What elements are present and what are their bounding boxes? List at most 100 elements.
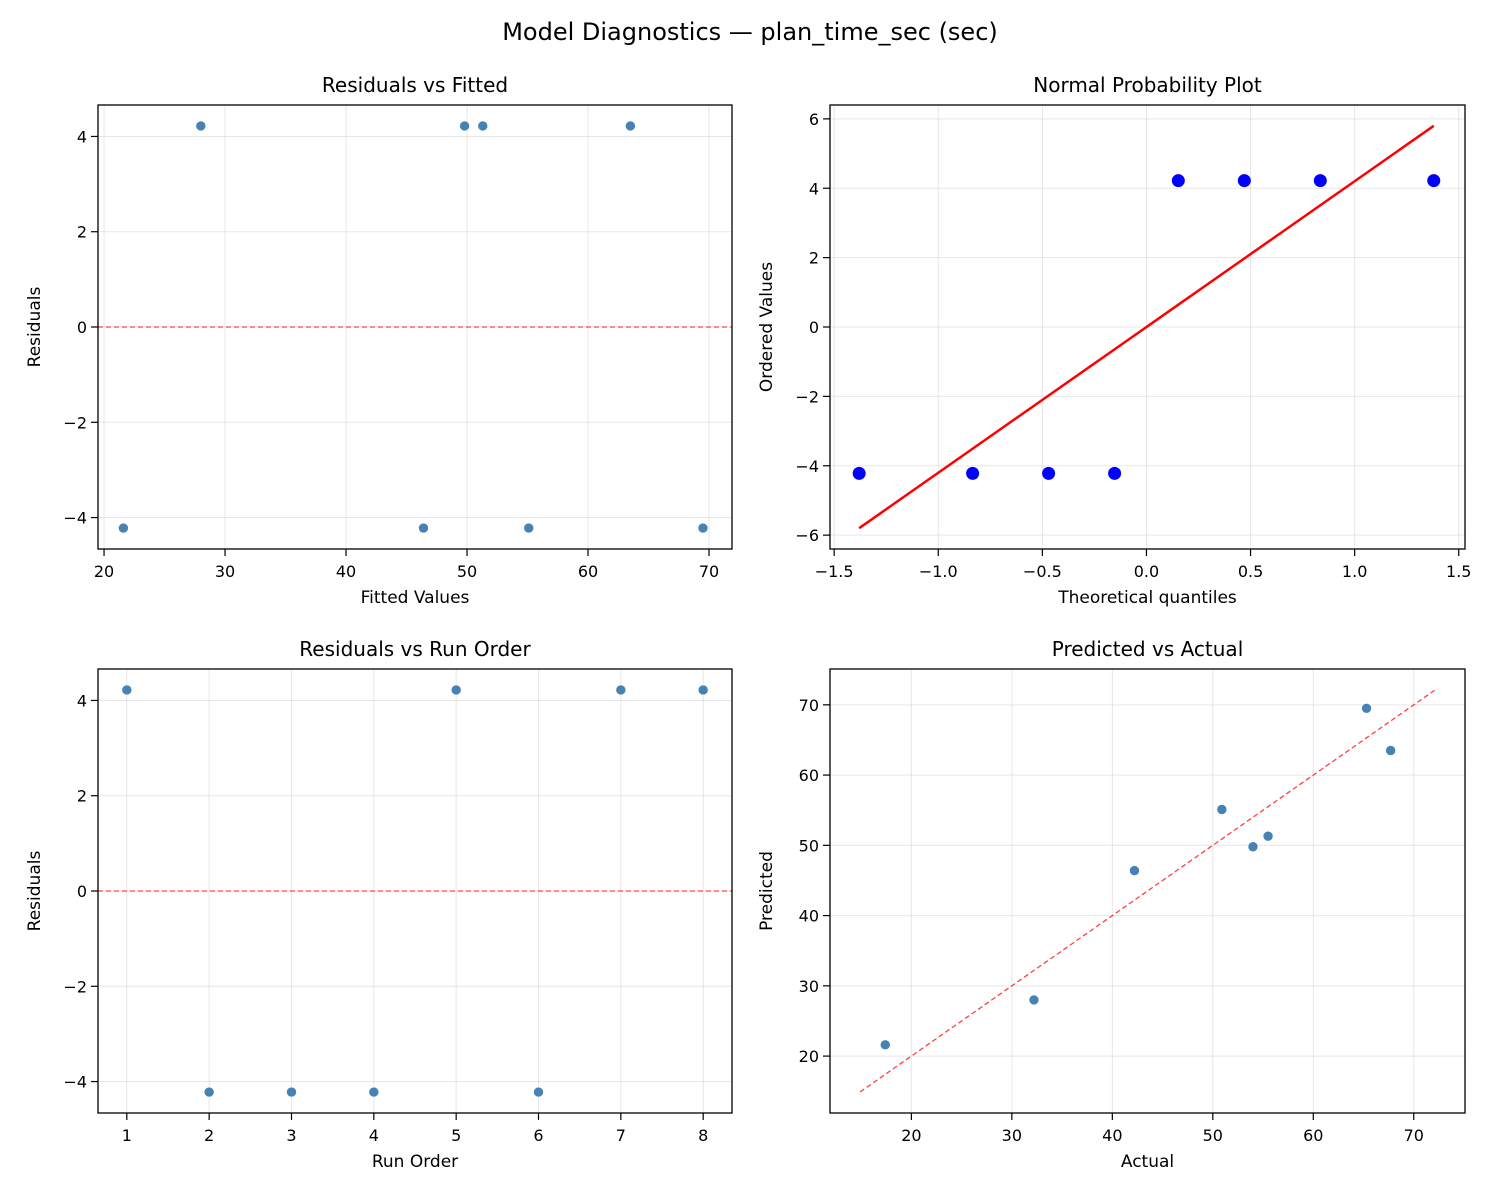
data-point <box>697 684 709 696</box>
data-point <box>121 684 133 696</box>
y-axis-label: Residuals <box>25 851 45 932</box>
y-tick-label: 40 <box>799 907 819 926</box>
data-point <box>459 120 470 132</box>
y-tick-label: 4 <box>77 691 87 710</box>
x-tick-label: 0.0 <box>1134 562 1159 581</box>
y-axis-label: Predicted <box>757 851 777 931</box>
data-point <box>523 522 535 534</box>
x-tick-label: −1.5 <box>815 562 854 581</box>
data-point <box>368 1086 380 1098</box>
x-tick-label: 2 <box>204 1126 214 1145</box>
identity-reference-line <box>859 689 1436 1093</box>
data-point <box>1216 804 1228 815</box>
y-tick-label: 0 <box>809 318 819 337</box>
data-point <box>966 466 980 480</box>
data-point <box>1108 466 1122 480</box>
x-tick-label: 70 <box>1404 1126 1424 1145</box>
x-tick-label: 20 <box>94 562 114 581</box>
data-point <box>195 120 207 132</box>
y-tick-label: 20 <box>799 1047 819 1066</box>
data-point <box>879 1039 891 1051</box>
data-point <box>418 522 429 534</box>
data-point <box>450 684 462 696</box>
x-axis-label: Actual <box>1121 1152 1174 1172</box>
x-tick-label: −1.0 <box>919 562 958 581</box>
data-point <box>1385 745 1396 756</box>
y-tick-label: 70 <box>799 696 819 715</box>
x-tick-label: 8 <box>698 1126 708 1145</box>
axes-frame <box>829 104 1466 550</box>
data-point <box>1262 830 1274 842</box>
y-tick-label: 2 <box>77 787 87 806</box>
x-tick-label: −0.5 <box>1023 562 1062 581</box>
x-tick-label: 40 <box>336 562 356 581</box>
x-tick-label: 30 <box>215 562 235 581</box>
x-tick-label: 20 <box>901 1126 921 1145</box>
x-axis-label: Fitted Values <box>361 588 470 608</box>
x-tick-label: 7 <box>616 1126 626 1145</box>
subplot-1: 20 30 40 50 60 70 −4 −2 0 2 4 Residuals vs Fitted Fi… <box>25 73 733 608</box>
y-tick-label: 0 <box>77 318 87 337</box>
y-tick-label: 6 <box>809 110 819 129</box>
axes-frame <box>97 668 733 1114</box>
y-tick-label: 4 <box>809 179 819 198</box>
x-tick-label: 60 <box>1303 1126 1323 1145</box>
x-tick-label: 5 <box>451 1126 461 1145</box>
subplot-title: Normal Probability Plot <box>1033 73 1262 97</box>
x-tick-label: 1 <box>122 1126 132 1145</box>
subplot-2: −1.5 −1.0 −0.5 0.0 0.5 1.0 1.5 −6 −4 −2 0 2 4 6 Normal… <box>757 73 1471 608</box>
axes-frame <box>97 104 733 550</box>
y-tick-label: −2 <box>63 977 87 996</box>
x-tick-label: 50 <box>1203 1126 1223 1145</box>
fit-line <box>858 124 1435 530</box>
x-tick-label: 60 <box>578 562 598 581</box>
data-point <box>1171 174 1185 188</box>
data-point <box>625 120 636 132</box>
data-point <box>1237 174 1251 188</box>
x-tick-label: 70 <box>699 562 719 581</box>
data-point <box>852 466 866 480</box>
x-axis-label: Run Order <box>372 1152 458 1172</box>
y-tick-label: 4 <box>77 127 87 146</box>
data-point <box>1247 841 1259 853</box>
x-tick-label: 30 <box>1002 1126 1022 1145</box>
y-tick-label: 0 <box>77 882 87 901</box>
y-axis-label: Ordered Values <box>757 262 777 392</box>
data-point <box>697 522 709 534</box>
x-tick-label: 1.0 <box>1342 562 1367 581</box>
y-tick-label: 2 <box>809 249 819 268</box>
x-axis-label: Theoretical quantiles <box>1057 588 1237 608</box>
data-point <box>286 1086 297 1098</box>
y-tick-label: −4 <box>63 509 87 528</box>
y-tick-label: 60 <box>799 766 819 785</box>
data-point <box>1361 703 1372 714</box>
data-point <box>1028 994 1040 1006</box>
data-point <box>203 1086 215 1098</box>
y-tick-label: 50 <box>799 836 819 855</box>
data-point <box>615 684 627 696</box>
y-tick-label: −4 <box>795 457 819 476</box>
x-tick-label: 40 <box>1102 1126 1122 1145</box>
x-tick-label: 1.5 <box>1446 562 1471 581</box>
subplot-title: Residuals vs Run Order <box>299 637 531 661</box>
axes-frame <box>829 668 1466 1114</box>
subplot-3: 1 2 3 4 5 6 7 8 −4 −2 0 2 4 Residuals vs Run Order Run… <box>25 637 733 1172</box>
x-tick-label: 50 <box>457 562 477 581</box>
y-axis-label: Residuals <box>25 287 45 368</box>
x-tick-label: 0.5 <box>1238 562 1263 581</box>
x-tick-label: 6 <box>533 1126 543 1145</box>
x-tick-label: 4 <box>369 1126 379 1145</box>
data-point <box>1129 865 1140 876</box>
subplot-4: 20 30 40 50 60 70 20 30 40 50 60 70 Predicted vs Act… <box>757 637 1466 1172</box>
data-point <box>1313 174 1327 188</box>
figure-title: Model Diagnostics — plan_time_sec (sec) <box>502 18 998 46</box>
data-point <box>477 120 489 132</box>
y-tick-label: −2 <box>795 387 819 406</box>
y-tick-label: −4 <box>63 1073 87 1092</box>
y-tick-label: −2 <box>63 413 87 432</box>
y-tick-label: 2 <box>77 223 87 242</box>
data-point <box>1042 466 1056 480</box>
data-point <box>1427 174 1441 188</box>
